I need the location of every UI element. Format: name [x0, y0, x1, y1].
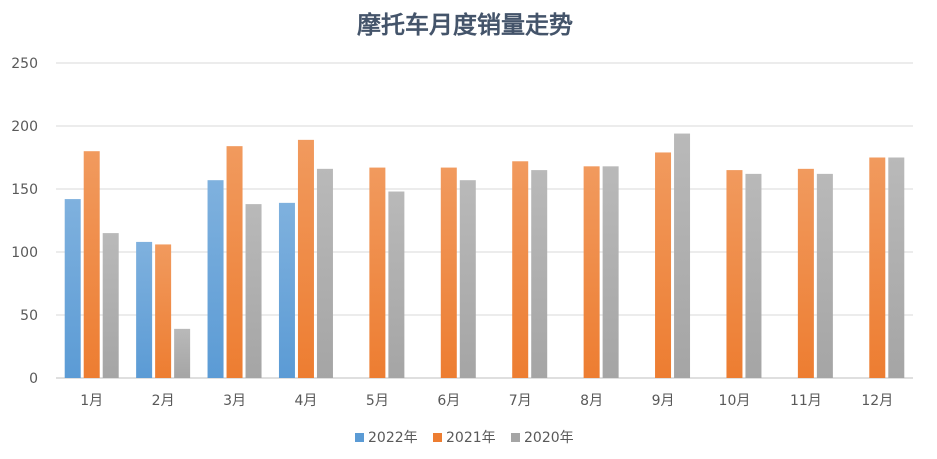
legend-swatch [511, 433, 520, 442]
bar-2022年-3月 [207, 180, 224, 378]
bar-2021年-7月 [512, 161, 529, 378]
bar-2020年-5月 [388, 191, 405, 378]
y-tick-label: 200 [11, 119, 38, 135]
x-tick-label: 8月 [580, 393, 603, 409]
x-tick-label: 11月 [790, 393, 822, 409]
bar-2021年-1月 [83, 151, 100, 378]
bar-2021年-10月 [726, 170, 743, 378]
x-tick-label: 9月 [652, 393, 675, 409]
bar-2022年-2月 [136, 241, 153, 378]
bar-2020年-11月 [816, 173, 833, 378]
bar-2021年-8月 [583, 166, 600, 378]
legend-swatch [355, 433, 364, 442]
legend-swatch [433, 433, 442, 442]
legend-label: 2020年 [524, 430, 574, 446]
y-tick-label: 100 [11, 245, 38, 261]
legend: 2022年 2021年 2020年 [355, 430, 574, 446]
x-tick-label: 3月 [223, 393, 246, 409]
x-axis: 1月 2月 3月 4月 5月 6月 7月 8月 9月 10月 11月 12月 [80, 393, 893, 409]
legend-label: 2021年 [446, 430, 496, 446]
y-tick-label: 150 [11, 182, 38, 198]
bar-2020年-1月 [102, 233, 119, 378]
bar-2021年-9月 [655, 152, 672, 378]
x-tick-label: 12月 [861, 393, 893, 409]
bar-2021年-6月 [440, 167, 457, 378]
bar-2020年-2月 [174, 328, 191, 378]
x-tick-label: 10月 [719, 393, 751, 409]
bar-2022年-4月 [278, 202, 295, 378]
gridlines [56, 62, 913, 379]
bar-2021年-2月 [155, 244, 172, 378]
bar-2020年-9月 [674, 133, 691, 378]
bar-2021年-5月 [369, 167, 386, 378]
y-tick-label: 250 [11, 56, 38, 72]
x-tick-label: 6月 [437, 393, 460, 409]
x-tick-label: 4月 [294, 393, 317, 409]
x-tick-label: 2月 [152, 393, 175, 409]
x-tick-label: 7月 [509, 393, 532, 409]
chart-title: 摩托车月度销量走势 [357, 11, 573, 39]
bar-2020年-8月 [602, 166, 619, 378]
bar-2020年-6月 [459, 180, 476, 378]
bar-2021年-12月 [869, 157, 886, 378]
legend-label: 2022年 [368, 430, 418, 446]
bar-2021年-4月 [297, 139, 314, 378]
bars [64, 133, 905, 378]
y-tick-label: 50 [20, 308, 38, 324]
bar-2022年-1月 [64, 199, 81, 378]
y-tick-label: 0 [29, 371, 38, 387]
bar-2020年-7月 [531, 170, 548, 378]
bar-2020年-12月 [888, 157, 905, 378]
x-tick-label: 5月 [366, 393, 389, 409]
bar-2020年-10月 [745, 173, 762, 378]
bar-2021年-3月 [226, 146, 243, 378]
bar-2020年-4月 [316, 168, 333, 378]
bar-2020年-3月 [245, 204, 262, 378]
x-tick-label: 1月 [80, 393, 103, 409]
y-axis: 0 50 100 150 200 250 [11, 56, 38, 387]
bar-2021年-11月 [797, 168, 814, 378]
